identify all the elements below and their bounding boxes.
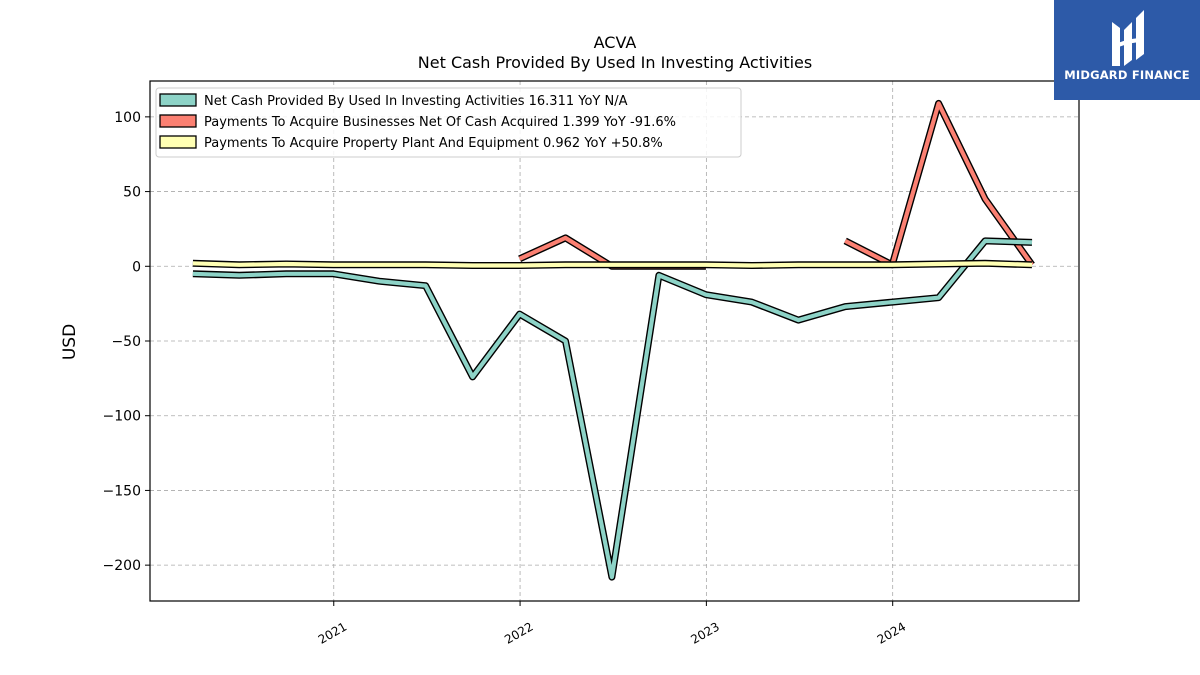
series-stroke — [192, 261, 1033, 268]
series-stroke — [844, 101, 1034, 267]
series-line — [192, 259, 1033, 269]
grid — [150, 81, 1079, 601]
y-tick-label: 0 — [132, 259, 141, 275]
x-tick-label: 2022 — [502, 619, 535, 646]
series-lines — [192, 99, 1035, 581]
axis-ticks: 100 50 0 −50 −100 −150 −200 2021 2022 2023 2024 — [103, 110, 909, 647]
midgard-logo-mark-icon — [1112, 10, 1144, 66]
chart-subtitle: Net Cash Provided By Used In Investing A… — [418, 53, 812, 72]
legend-label: Payments To Acquire Businesses Net Of Ca… — [204, 115, 676, 130]
legend: Net Cash Provided By Used In Investing A… — [155, 87, 742, 158]
legend-entry: Payments To Acquire Property Plant And E… — [159, 135, 663, 151]
y-tick-label: −150 — [103, 483, 141, 499]
legend-swatch — [159, 114, 197, 128]
series-outline — [192, 237, 1033, 581]
y-axis-label: USD — [60, 324, 80, 360]
legend-label: Net Cash Provided By Used In Investing A… — [204, 94, 628, 109]
y-tick-label: −50 — [111, 334, 141, 350]
series-stroke — [192, 238, 1033, 580]
legend-entry: Net Cash Provided By Used In Investing A… — [159, 93, 628, 109]
x-tick-label: 2023 — [688, 619, 721, 646]
legend-label: Payments To Acquire Property Plant And E… — [204, 136, 663, 151]
logo-text: MIDGARD FINANCE — [1064, 68, 1190, 82]
legend-swatch — [159, 93, 197, 107]
legend-box — [155, 87, 742, 158]
legend-entry: Payments To Acquire Businesses Net Of Ca… — [159, 114, 676, 130]
series-line — [192, 237, 1033, 581]
y-tick-label: −200 — [103, 558, 141, 574]
midgard-finance-logo: MIDGARD FINANCE — [1054, 0, 1200, 100]
y-tick-label: 50 — [123, 185, 141, 201]
chart-title: ACVA — [594, 33, 637, 52]
legend-swatch — [159, 135, 197, 149]
y-tick-label: −100 — [103, 409, 141, 425]
y-tick-label: 100 — [114, 110, 141, 126]
x-tick-label: 2021 — [316, 619, 349, 646]
x-tick-label: 2024 — [875, 619, 908, 646]
